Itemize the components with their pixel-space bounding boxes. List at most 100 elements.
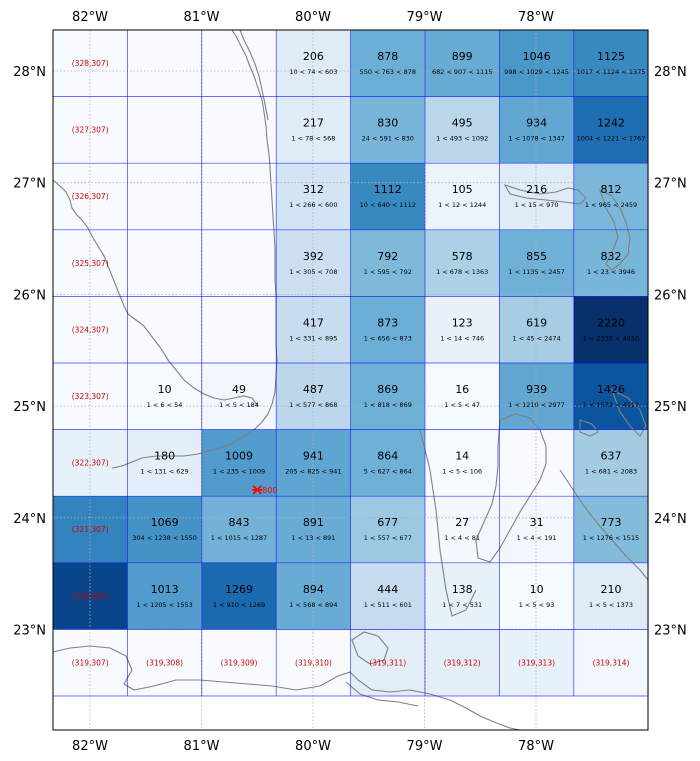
bahama-bank-edge bbox=[419, 429, 477, 617]
cell-value: 864 bbox=[377, 450, 398, 463]
cell-value: 49 bbox=[232, 383, 246, 396]
cell-range: 1 < 7 < 531 bbox=[442, 601, 482, 609]
cell-range: 682 < 907 < 1115 bbox=[432, 68, 493, 76]
grid-cell bbox=[201, 30, 277, 97]
cell-range: 5 < 627 < 864 bbox=[364, 468, 412, 476]
cell-value: 830 bbox=[377, 117, 398, 130]
blue-grid-lines bbox=[52, 29, 649, 697]
grid-cell bbox=[127, 296, 202, 363]
grid-cell bbox=[425, 496, 500, 563]
lon-label-top: 79°W bbox=[407, 10, 443, 25]
cell-value: 10 bbox=[530, 583, 544, 596]
cell-range: 24 < 591 < 830 bbox=[362, 135, 414, 143]
grid-cell bbox=[127, 30, 202, 97]
cell-range: 1 < 4 < 191 bbox=[517, 534, 557, 542]
cell-value: 832 bbox=[601, 250, 622, 263]
grid-cell bbox=[499, 163, 574, 230]
grid-cell bbox=[573, 296, 649, 363]
lat-label-right: 23°N bbox=[654, 624, 687, 639]
cell-range: 1 < 678 < 1363 bbox=[436, 268, 488, 276]
grid-cell bbox=[127, 363, 202, 430]
grid-cell bbox=[350, 429, 425, 497]
grid-cell bbox=[573, 496, 649, 563]
grid-cell bbox=[127, 163, 202, 230]
cell-value: 637 bbox=[601, 450, 622, 463]
grid-cell bbox=[573, 229, 649, 297]
grid-cell bbox=[499, 363, 574, 430]
grid-cell bbox=[425, 96, 500, 164]
cell-value: 216 bbox=[526, 183, 547, 196]
grid-cell bbox=[573, 562, 649, 630]
grid-cell bbox=[425, 30, 500, 97]
cell-value: 891 bbox=[303, 516, 324, 529]
grid-cell bbox=[127, 429, 202, 497]
cell-range: 1 < 1210 < 2977 bbox=[508, 401, 564, 409]
grid-cell bbox=[276, 363, 351, 430]
cell-value: 210 bbox=[601, 583, 622, 596]
cell-range: 998 < 1029 < 1245 bbox=[504, 68, 569, 76]
florida-west-coast bbox=[52, 179, 259, 407]
cell-index: (326,307) bbox=[72, 192, 109, 201]
cell-value: 2220 bbox=[597, 316, 625, 329]
cell-value: 16 bbox=[455, 383, 469, 396]
cell-value: 1069 bbox=[151, 516, 179, 529]
cell-value: 677 bbox=[377, 516, 398, 529]
cell-range: 10 < 74 < 603 bbox=[289, 68, 337, 76]
cell-value: 843 bbox=[229, 516, 250, 529]
lat-label-right: 27°N bbox=[654, 177, 687, 192]
grid-cell bbox=[127, 629, 202, 696]
cell-value: 941 bbox=[303, 450, 324, 463]
cell-value: 392 bbox=[303, 250, 324, 263]
cell-range: 1 < 131 < 629 bbox=[141, 468, 189, 476]
cell-index: (321,307) bbox=[72, 525, 109, 534]
cell-index: (319,312) bbox=[444, 658, 481, 667]
cell-index: (319,309) bbox=[221, 658, 258, 667]
cell-value: 1009 bbox=[225, 450, 253, 463]
grid-cell bbox=[276, 562, 351, 630]
abaco-island bbox=[599, 188, 631, 271]
marker-star-icon bbox=[252, 485, 263, 495]
grid-cell bbox=[350, 229, 425, 297]
grid-cell bbox=[350, 296, 425, 363]
grid-cell bbox=[350, 30, 425, 97]
cell-range: 205 < 825 < 941 bbox=[285, 468, 341, 476]
cell-range: 550 < 763 < 878 bbox=[360, 68, 416, 76]
cell-range: 1 < 5 < 93 bbox=[519, 601, 555, 609]
cell-value: 855 bbox=[526, 250, 547, 263]
cell-index: (323,307) bbox=[72, 392, 109, 401]
lat-label-left: 27°N bbox=[13, 177, 46, 192]
cell-value: 1013 bbox=[151, 583, 179, 596]
florida-east-coast-inner bbox=[239, 29, 269, 121]
cell-range: 1 < 557 < 677 bbox=[364, 534, 412, 542]
cell-range: 1 < 1015 < 1287 bbox=[211, 534, 267, 542]
cell-value: 1046 bbox=[523, 50, 551, 63]
marker-label: 800 bbox=[262, 486, 277, 495]
cell-range: 1017 < 1124 < 1375 bbox=[577, 68, 646, 76]
grid-cell bbox=[573, 429, 649, 497]
cell-value: 773 bbox=[601, 516, 622, 529]
lat-label-left: 25°N bbox=[13, 400, 46, 415]
cell-range: 1 < 331 < 895 bbox=[289, 334, 337, 342]
lon-label-top: 80°W bbox=[295, 10, 331, 25]
cell-value: 1426 bbox=[597, 383, 625, 396]
cell-range: 1 < 1572 < 4111 bbox=[583, 401, 639, 409]
cell-range: 1 < 5 < 184 bbox=[219, 401, 259, 409]
lon-label-bottom: 79°W bbox=[407, 739, 443, 754]
cell-range: 1 < 511 < 601 bbox=[364, 601, 412, 609]
cell-range: 1 < 910 < 1269 bbox=[213, 601, 265, 609]
grid-cell bbox=[276, 496, 351, 563]
cell-range: 1 < 4 < 81 bbox=[444, 534, 480, 542]
cell-value: 1242 bbox=[597, 117, 625, 130]
grid-cell bbox=[201, 296, 277, 363]
cell-range: 304 < 1238 < 1550 bbox=[132, 534, 197, 542]
grid-cell bbox=[127, 496, 202, 563]
cell-range: 1 < 595 < 792 bbox=[364, 268, 412, 276]
cell-range: 1 < 45 < 2474 bbox=[513, 334, 561, 342]
grid-cell bbox=[350, 163, 425, 230]
cell-value: 217 bbox=[303, 117, 324, 130]
cell-range: 1 < 5 < 1373 bbox=[589, 601, 633, 609]
grid-cell bbox=[276, 429, 351, 497]
grid-cell bbox=[276, 30, 351, 97]
new-providence bbox=[579, 419, 599, 437]
cell-value: 31 bbox=[530, 516, 544, 529]
